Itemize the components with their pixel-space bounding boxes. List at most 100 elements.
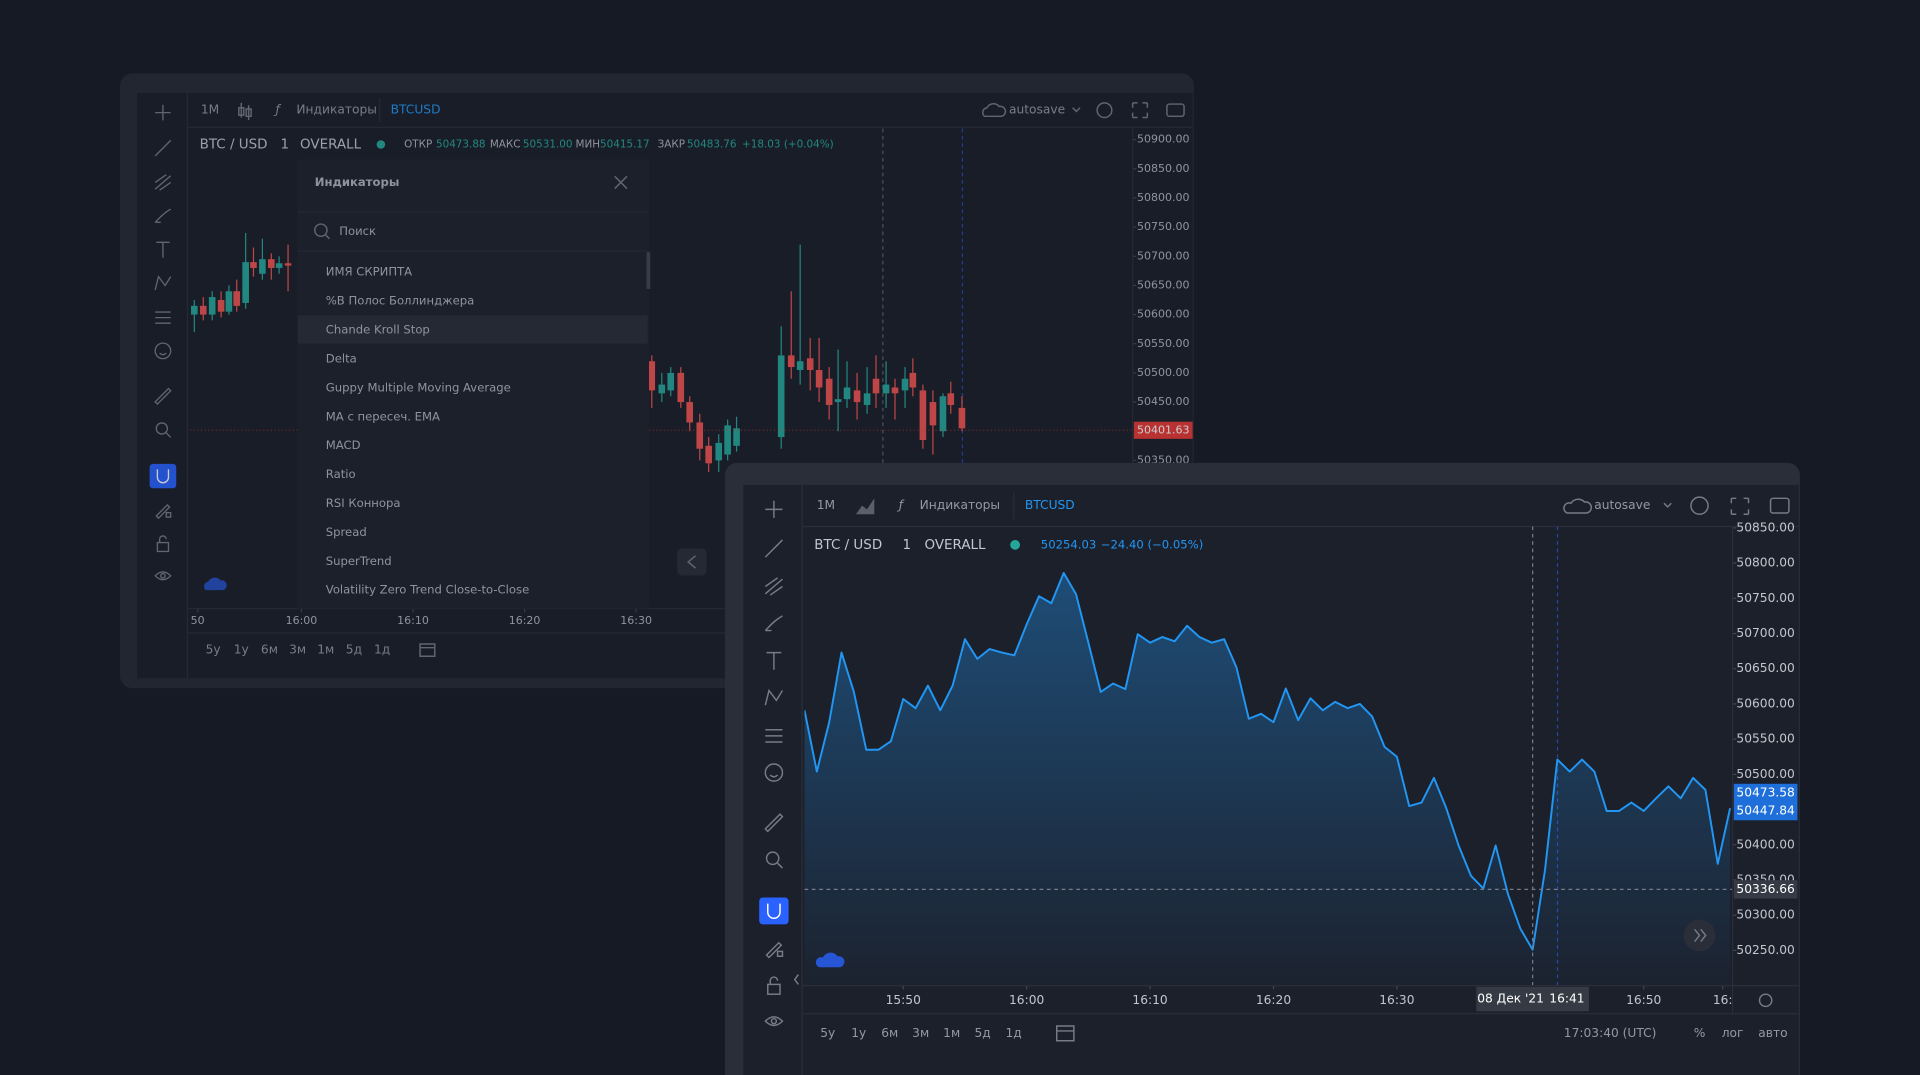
range-button[interactable]: 5д <box>975 1026 991 1040</box>
auto-button[interactable]: авто <box>1758 1026 1787 1040</box>
cloud-icon <box>1563 498 1593 514</box>
chart-type-icon[interactable] <box>855 498 875 515</box>
range-button[interactable]: 1y <box>851 1026 866 1040</box>
indicator-item[interactable]: SuperTrend <box>326 554 392 568</box>
range-button[interactable]: 1м <box>317 643 334 657</box>
indicator-item[interactable]: RSI Коннора <box>326 496 401 510</box>
fullscreen-icon[interactable] <box>1131 102 1149 119</box>
low-label: МИН <box>576 138 601 150</box>
range-button[interactable]: 5д <box>346 643 362 657</box>
range-button[interactable]: 1д <box>1006 1026 1022 1040</box>
y-tick-label: 50300.00 <box>1736 908 1794 922</box>
range-button[interactable]: 3м <box>912 1026 929 1040</box>
candle-body <box>929 402 937 426</box>
crosshair-time-box <box>1476 986 1589 1012</box>
fullscreen-icon[interactable] <box>1730 497 1750 515</box>
range-bar: 5y 1y 6м 3м 1м 5д 1д <box>206 643 391 657</box>
range-button[interactable]: 6м <box>881 1026 898 1040</box>
collapse-arrow[interactable] <box>793 974 799 985</box>
y-tick-label: 50800.00 <box>1137 191 1190 204</box>
x-tick-label: 16:00 <box>286 614 318 627</box>
range-button[interactable]: 1д <box>374 643 390 657</box>
autosave-button[interactable]: autosave <box>1594 498 1650 512</box>
indicators-button[interactable]: Индикаторы <box>296 103 377 117</box>
candle-body <box>677 372 685 403</box>
candle-body <box>268 259 275 268</box>
x-tick-label: 16:50 <box>1626 993 1661 1007</box>
scroll-arrow[interactable] <box>687 555 697 569</box>
plot-area <box>804 526 1733 986</box>
status-dot <box>376 140 386 149</box>
date-range-icon[interactable] <box>419 643 436 657</box>
symbol-button[interactable]: BTCUSD <box>1025 498 1075 512</box>
scroll-button[interactable] <box>677 548 707 576</box>
indicators-icon[interactable]: ƒ <box>274 103 282 117</box>
chevron[interactable] <box>1663 502 1672 508</box>
indicator-item[interactable]: MACD <box>326 438 361 452</box>
search-input[interactable]: Поиск <box>339 224 376 238</box>
screenshot-icon[interactable] <box>1769 497 1790 514</box>
candle-body <box>648 361 656 391</box>
indicator-item[interactable]: Spread <box>326 525 367 539</box>
y-tick-label: 50650.00 <box>1736 661 1794 675</box>
range-button[interactable]: 3м <box>289 643 306 657</box>
interval-button[interactable]: 1M <box>201 103 219 117</box>
y-tick-label: 50550.00 <box>1137 337 1190 350</box>
indicator-item[interactable]: %B Полос Боллинджера <box>326 294 474 308</box>
axis-settings-icon[interactable] <box>1758 993 1773 1008</box>
indicators-icon[interactable]: ƒ <box>897 498 905 512</box>
scroll-arrow[interactable] <box>1694 928 1707 943</box>
indicator-item[interactable]: Chande Kroll Stop <box>326 323 430 337</box>
candle-body <box>233 291 241 306</box>
candle-body <box>259 259 266 274</box>
change-value: −24.40 (−0.05%) <box>1101 537 1203 551</box>
chart-type-icon[interactable] <box>238 102 252 120</box>
candle-body <box>777 355 785 438</box>
high-value: 50531.00 <box>523 138 573 150</box>
settings-icon[interactable] <box>1690 496 1709 515</box>
y-tick-label: 50700.00 <box>1736 626 1794 640</box>
interval: 1 <box>280 137 289 152</box>
candle-body <box>705 445 712 464</box>
range-button[interactable]: 1м <box>943 1026 960 1040</box>
range-button[interactable]: 1y <box>234 643 249 657</box>
settings-icon[interactable] <box>1096 102 1113 119</box>
scrollbar[interactable] <box>646 252 651 289</box>
axes: 50850.00 50800.00 50750.00 50700.00 50650.00… <box>886 520 1798 1012</box>
indicator-item[interactable]: MA с пересеч. EMA <box>326 409 440 423</box>
y-tick-label: 50500.00 <box>1137 366 1190 379</box>
range-button[interactable]: 5y <box>820 1026 835 1040</box>
range-button[interactable]: 5y <box>206 643 221 657</box>
axes: 50900.00 50850.00 50800.00 50750.00 50700.00… <box>191 133 1193 627</box>
close-button[interactable] <box>614 175 628 190</box>
autosave-button[interactable]: autosave <box>1009 103 1065 117</box>
indicator-item[interactable]: Ratio <box>326 467 356 481</box>
indicator-item[interactable]: Delta <box>326 351 357 365</box>
candle-body <box>696 422 704 449</box>
high-label: МАКС <box>490 138 521 150</box>
y-tick-label: 50400.00 <box>1736 837 1794 851</box>
candle-body <box>686 402 694 423</box>
candle-body <box>863 393 871 405</box>
date-range-icon[interactable] <box>1055 1025 1075 1042</box>
interval-button[interactable]: 1M <box>817 498 835 512</box>
log-button[interactable]: лог <box>1722 1026 1744 1040</box>
chevron[interactable] <box>1072 107 1081 113</box>
y-tick-label: 50600.00 <box>1137 308 1190 321</box>
candle-body <box>208 297 216 315</box>
candle-body <box>806 358 814 370</box>
indicators-button[interactable]: Индикаторы <box>920 498 1001 512</box>
candle-body <box>191 305 198 315</box>
candle-body <box>958 407 966 429</box>
range-button[interactable]: 6м <box>261 643 278 657</box>
candle-body <box>199 305 207 315</box>
indicator-list: %B Полос Боллинджера Chande Kroll Stop Del… <box>297 294 648 597</box>
screenshot-icon[interactable] <box>1166 103 1185 118</box>
indicator-item[interactable]: Volatility Zero Trend Close-to-Close <box>326 583 529 597</box>
x-tick-label: 16:20 <box>1256 993 1291 1007</box>
indicator-item[interactable]: Guppy Multiple Moving Average <box>326 380 511 394</box>
symbol-button[interactable]: BTCUSD <box>391 103 441 117</box>
percent-button[interactable]: % <box>1694 1026 1706 1040</box>
x-tick-label: 50 <box>191 614 205 627</box>
candle-body <box>882 384 890 394</box>
